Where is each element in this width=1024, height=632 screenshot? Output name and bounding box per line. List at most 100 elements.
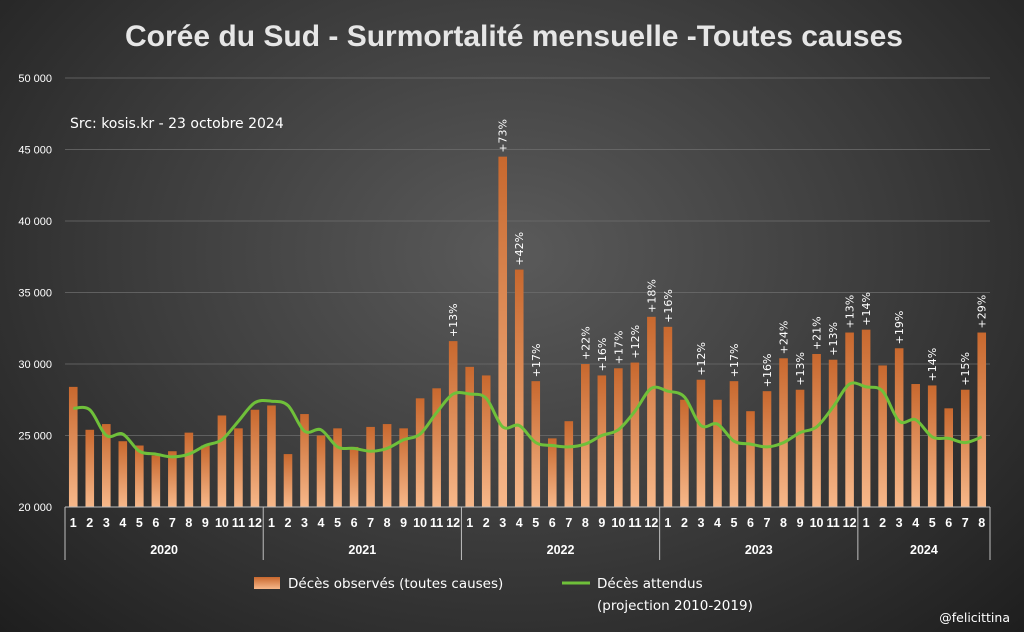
excess-percent-label: +21% [811,316,824,350]
y-axis-ticks: 20 000 25 000 30 000 35 000 40 000 45 000 50 0… [18,73,52,514]
month-tick-label: 1 [466,516,473,530]
month-tick-label: 11 [430,516,443,530]
bar-observed [366,426,375,507]
bar-observed [316,435,326,507]
month-tick-label: 2 [86,516,93,530]
excess-percent-label: +13% [794,352,807,386]
month-tick-label: 1 [70,516,77,530]
year-label: 2021 [348,543,376,557]
excess-percent-label: +18% [645,279,658,313]
bar-observed [597,375,607,507]
month-tick-label: 3 [103,516,110,530]
bars [68,156,987,507]
bar-observed [911,384,920,507]
bar-observed [779,358,788,507]
y-tick-label: 40 000 [18,216,52,228]
year-label: 2024 [910,543,938,557]
bar-observed [713,399,722,507]
month-tick-label: 9 [202,516,209,530]
excess-percent-label: +17% [530,344,543,378]
month-tick-label: 3 [301,516,308,530]
month-tick-label: 4 [119,516,126,530]
bar-observed [68,386,78,507]
month-tick-label: 5 [929,516,936,530]
bar-observed [283,454,293,507]
bar-observed [828,359,838,507]
bar-observed [250,409,260,507]
month-tick-label: 8 [780,516,787,530]
month-tick-label: 5 [730,516,737,530]
month-tick-label: 8 [384,516,391,530]
bar-observed [564,421,574,507]
bar-observed [729,381,739,507]
bar-observed [481,375,491,507]
excess-percent-label: +73% [497,119,510,153]
bar-observed [647,316,656,507]
excess-percent-label: +14% [926,348,939,382]
bar-observed [861,329,871,507]
bar-observed [102,424,111,507]
bar-observed [977,332,987,507]
excess-percent-label: +22% [579,326,592,360]
chart-title: Corée du Sud - Surmortalité mensuelle -T… [125,20,903,53]
y-tick-label: 25 000 [18,431,52,443]
excess-percent-label: +12% [629,325,642,359]
author-credit: @felicittina [939,610,1010,625]
month-tick-label: 7 [962,516,969,530]
month-tick-label: 1 [863,516,870,530]
y-tick-label: 50 000 [18,73,52,85]
month-tick-label: 2 [681,516,688,530]
month-tick-label: 8 [185,516,192,530]
excess-percent-label: +24% [777,321,790,355]
excess-percent-label: +12% [695,342,708,376]
bar-observed [696,379,706,507]
month-tick-label: 6 [152,516,159,530]
legend: Décès observés (toutes causes) Décès att… [254,576,753,614]
month-tick-label: 11 [232,516,245,530]
bar-observed [415,398,425,507]
month-tick-label: 9 [797,516,804,530]
bar-observed [581,364,590,507]
bar-observed [382,424,392,507]
bar-observed [217,415,227,507]
excess-percent-label: +29% [976,295,989,329]
bar-observed [118,441,128,507]
excess-percent-label: +13% [844,295,857,329]
bar-observed [465,366,474,507]
bar-observed [300,414,309,507]
bar-observed [85,429,95,507]
y-tick-label: 20 000 [18,502,52,514]
bar-observed [267,405,276,507]
bar-observed [894,348,904,507]
month-tick-label: 4 [912,516,919,530]
month-tick-label: 6 [549,516,556,530]
bar-observed [663,326,673,507]
bar-observed [201,445,210,507]
month-tick-label: 5 [136,516,143,530]
bar-observed [614,368,623,507]
expected-deaths-line [73,381,983,459]
bar-observed [680,399,689,507]
month-tick-label: 8 [978,516,985,530]
legend-expected-label-line2: (projection 2010-2019) [597,598,753,614]
bar-observed [184,432,194,507]
bar-observed [168,451,177,507]
y-tick-label: 45 000 [18,145,52,157]
month-tick-label: 12 [248,516,262,530]
excess-percent-label: +15% [959,352,972,386]
bar-observed [547,438,557,507]
month-tick-label: 9 [400,516,407,530]
bar-observed [333,428,342,507]
month-tick-label: 1 [664,516,671,530]
excess-percent-label: +13% [447,303,460,337]
excess-percent-label: +17% [728,344,741,378]
month-tick-label: 3 [697,516,704,530]
legend-expected-label: Décès attendus [597,576,703,592]
month-tick-label: 9 [598,516,605,530]
bar-observed [927,385,937,507]
month-tick-label: 10 [611,516,625,530]
legend-observed-label: Décès observés (toutes causes) [288,576,503,592]
excess-percent-label: +19% [893,311,906,345]
month-tick-label: 12 [446,516,460,530]
